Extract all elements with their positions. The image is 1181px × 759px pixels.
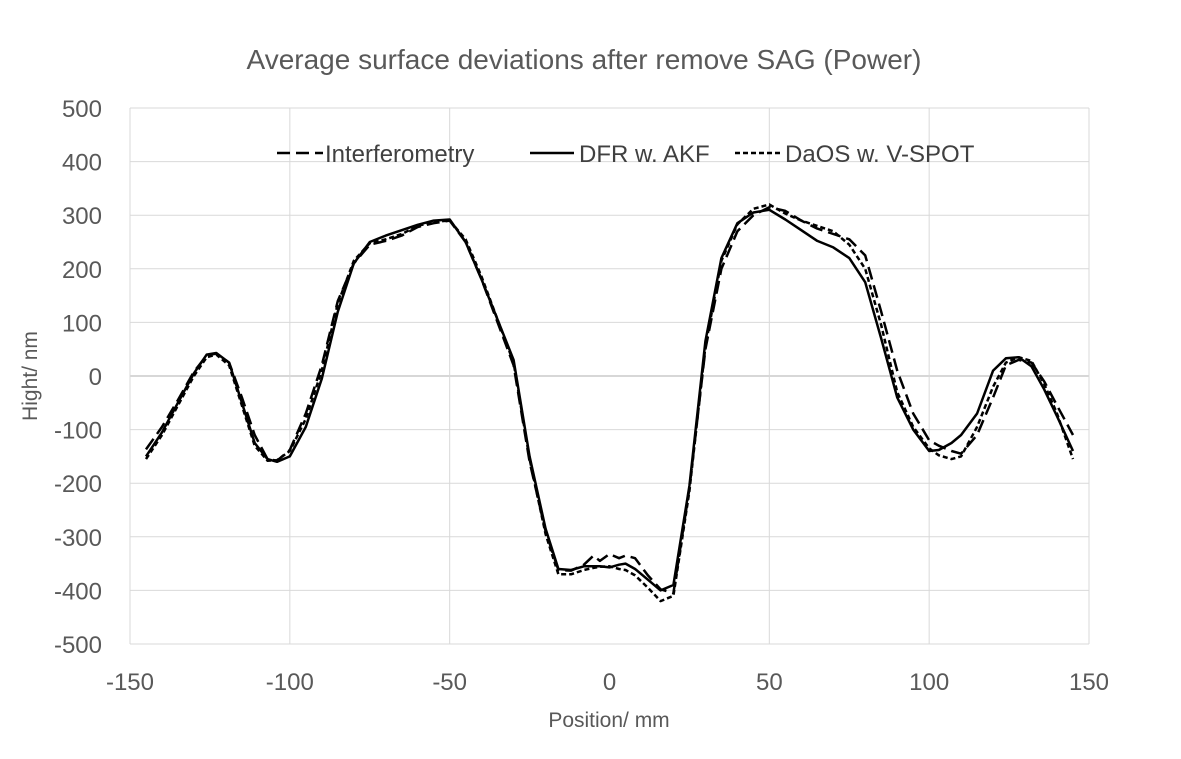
- x-tick-label: -50: [432, 669, 467, 696]
- x-tick-label: -100: [266, 669, 314, 696]
- y-axis-title: Hight/ nm: [19, 331, 42, 421]
- y-tick-label: 200: [62, 257, 102, 284]
- series-line-2: [144, 208, 1075, 592]
- legend: Interferometry DFR w. AKF DaOS w. V-SPOT: [277, 141, 975, 168]
- y-tick-label: -200: [54, 471, 102, 498]
- y-tick-label: -300: [54, 525, 102, 552]
- y-tick-label: 0: [89, 364, 102, 391]
- y-tick-labels: 500 400 300 200 100 0 -100 -200 -300 -400 -500: [54, 96, 102, 659]
- series-line-3: [144, 203, 1075, 603]
- y-tick-label: 500: [62, 96, 102, 123]
- legend-label-interferometry: Interferometry: [325, 141, 474, 168]
- series-lines: [144, 203, 1075, 603]
- legend-label-dfr: DFR w. AKF: [579, 141, 710, 168]
- x-tick-label: 0: [603, 669, 616, 696]
- gridlines: [129, 107, 1090, 645]
- y-tick-label: -400: [54, 578, 102, 605]
- chart-title: Average surface deviations after remove …: [247, 44, 922, 75]
- y-tick-label: -500: [54, 632, 102, 659]
- series-line-1: [144, 205, 1075, 595]
- x-tick-labels: -150 -100 -50 0 50 100 150: [106, 669, 1109, 696]
- x-axis-title: Position/ mm: [548, 709, 669, 732]
- x-tick-label: 100: [909, 669, 949, 696]
- y-tick-label: 300: [62, 203, 102, 230]
- y-tick-label: -100: [54, 418, 102, 445]
- legend-label-daos: DaOS w. V-SPOT: [785, 141, 975, 168]
- x-tick-label: -150: [106, 669, 154, 696]
- y-tick-label: 100: [62, 310, 102, 337]
- x-tick-label: 50: [756, 669, 783, 696]
- x-tick-label: 150: [1069, 669, 1109, 696]
- y-tick-label: 400: [62, 150, 102, 177]
